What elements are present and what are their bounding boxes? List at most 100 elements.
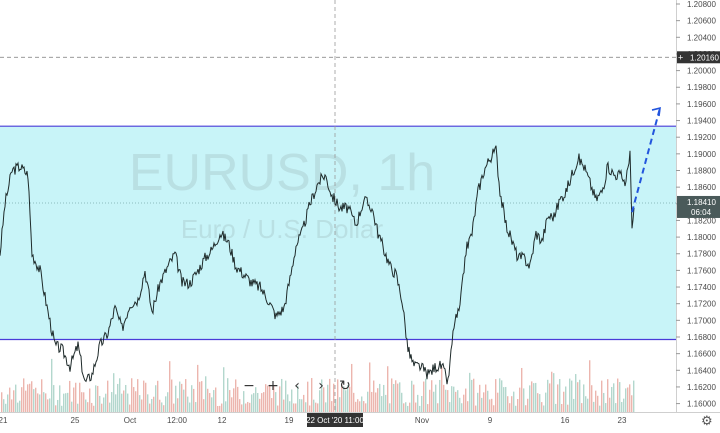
volume-bar bbox=[19, 400, 21, 412]
volume-bar bbox=[191, 385, 193, 412]
volume-bar bbox=[129, 404, 131, 412]
volume-bar bbox=[369, 362, 371, 412]
volume-bar bbox=[559, 379, 561, 412]
volume-bar bbox=[81, 392, 83, 412]
volume-bar bbox=[355, 401, 357, 412]
volume-bar bbox=[343, 386, 345, 412]
volume-bar bbox=[59, 385, 61, 412]
volume-bar bbox=[509, 403, 511, 412]
volume-bar bbox=[133, 387, 135, 412]
volume-bar bbox=[541, 402, 543, 412]
volume-bar bbox=[547, 379, 549, 412]
volume-bar bbox=[609, 397, 611, 412]
volume-bar bbox=[17, 402, 19, 412]
price-tick-label: 1.19400 bbox=[687, 117, 716, 126]
volume-bar bbox=[145, 382, 147, 412]
volume-bar bbox=[451, 386, 453, 412]
volume-bar bbox=[443, 384, 445, 412]
volume-bar bbox=[519, 387, 521, 412]
volume-bar bbox=[593, 401, 595, 412]
volume-bar bbox=[617, 378, 619, 412]
volume-bar bbox=[55, 405, 57, 412]
zoom-out-button[interactable]: − bbox=[243, 378, 255, 394]
volume-bar bbox=[33, 389, 35, 412]
time-tick-label: 12:00 bbox=[167, 416, 188, 425]
volume-bar bbox=[633, 380, 635, 412]
volume-bar bbox=[263, 392, 265, 412]
volume-bar bbox=[155, 385, 157, 412]
volume-bar bbox=[577, 382, 579, 412]
volume-bar bbox=[411, 380, 413, 412]
volume-bar bbox=[409, 402, 411, 412]
volume-bar bbox=[229, 390, 231, 412]
volume-bar bbox=[201, 381, 203, 412]
price-tick-label: 1.18000 bbox=[687, 233, 716, 242]
volume-bar bbox=[313, 399, 315, 412]
volume-bar bbox=[439, 379, 441, 412]
zoom-in-button[interactable]: + bbox=[267, 378, 279, 394]
volume-bar bbox=[105, 393, 107, 412]
volume-bar bbox=[457, 390, 459, 412]
volume-bar bbox=[581, 403, 583, 412]
volume-bar bbox=[323, 387, 325, 412]
volume-bar bbox=[499, 378, 501, 412]
price-tick-label: 1.18800 bbox=[687, 166, 716, 175]
volume-bar bbox=[231, 397, 233, 412]
volume-bar bbox=[277, 405, 279, 412]
volume-bar bbox=[225, 401, 227, 412]
volume-bar bbox=[455, 391, 457, 412]
volume-bar bbox=[121, 393, 123, 412]
price-series bbox=[0, 145, 635, 385]
volume-bar bbox=[533, 383, 535, 412]
settings-gear-icon[interactable]: ⚙ bbox=[701, 413, 713, 428]
volume-bar bbox=[135, 391, 137, 412]
volume-bar bbox=[195, 402, 197, 412]
volume-bar bbox=[297, 385, 299, 412]
volume-bar bbox=[125, 384, 127, 412]
volume-bar bbox=[127, 393, 129, 412]
volume-bar bbox=[363, 401, 365, 412]
volume-bar bbox=[63, 393, 65, 412]
volume-bar bbox=[561, 404, 563, 412]
volume-bar bbox=[471, 379, 473, 412]
volume-bar bbox=[61, 405, 63, 412]
volume-bar bbox=[237, 386, 239, 412]
time-tick-label: 12 bbox=[218, 416, 227, 425]
scroll-left-button[interactable]: ‹ bbox=[294, 378, 300, 394]
volume-bar bbox=[517, 399, 519, 412]
volume-bar bbox=[309, 405, 311, 412]
volume-bar bbox=[531, 381, 533, 412]
volume-bar bbox=[603, 392, 605, 412]
volume-bar bbox=[235, 379, 237, 412]
volume-bar bbox=[317, 403, 319, 412]
volume-bar bbox=[473, 378, 475, 412]
time-tick-label: 16 bbox=[561, 416, 570, 425]
volume-bar bbox=[479, 384, 481, 412]
scroll-right-button[interactable]: › bbox=[318, 378, 324, 394]
volume-bar bbox=[87, 402, 89, 412]
volume-bar bbox=[437, 403, 439, 412]
volume-bar bbox=[377, 388, 379, 412]
volume-bar bbox=[527, 398, 529, 412]
volume-bar bbox=[85, 399, 87, 412]
volume-bar bbox=[171, 379, 173, 412]
reset-chart-button[interactable]: ↻ bbox=[339, 378, 351, 394]
volume-bar bbox=[141, 399, 143, 412]
volume-bar bbox=[227, 378, 229, 412]
volume-bar bbox=[213, 390, 215, 412]
volume-bar bbox=[83, 392, 85, 412]
volume-bar bbox=[379, 383, 381, 412]
volume-bar bbox=[173, 403, 175, 412]
volume-bar bbox=[349, 386, 351, 412]
volume-bar bbox=[233, 388, 235, 412]
volume-bar bbox=[271, 398, 273, 412]
volume-bar bbox=[585, 396, 587, 412]
volume-bar bbox=[565, 386, 567, 412]
price-tick-label: 1.20000 bbox=[687, 67, 716, 76]
volume-bar bbox=[281, 378, 283, 412]
volume-bar bbox=[335, 399, 337, 412]
volume-bar bbox=[305, 402, 307, 412]
volume-bar bbox=[579, 379, 581, 412]
